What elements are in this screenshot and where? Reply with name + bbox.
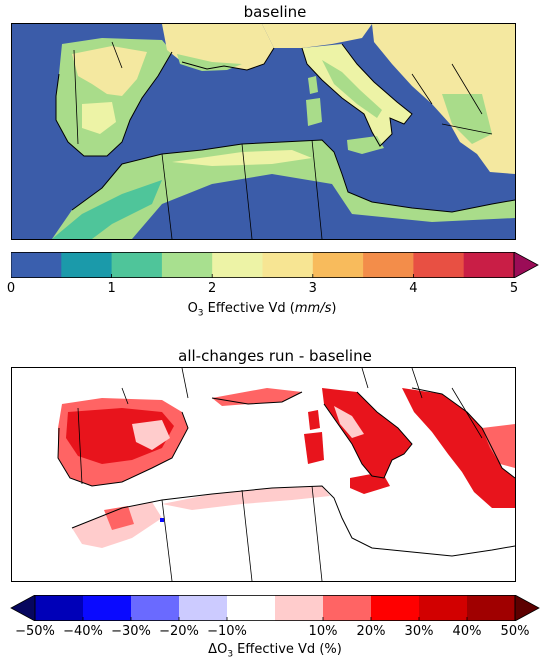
north-africa-desert xyxy=(132,174,515,239)
bottom-colorbar-svg xyxy=(10,595,540,621)
sardinia-land xyxy=(306,98,322,126)
colorbar-segment xyxy=(275,595,324,621)
atlas-highland xyxy=(172,150,312,166)
alps-land xyxy=(262,24,372,48)
colorbar-segment xyxy=(467,595,516,621)
algeria-change xyxy=(162,486,330,510)
colorbar-tick-label: 10% xyxy=(308,624,338,639)
colorbar-tick-label: 30% xyxy=(404,624,434,639)
top-map-title: baseline xyxy=(243,3,307,21)
colorbar-segment xyxy=(161,252,213,278)
colorbar-segment xyxy=(212,252,263,278)
colorbar-border xyxy=(11,252,515,278)
colorbar-tick-label: −40% xyxy=(63,624,103,639)
corsica-change xyxy=(308,410,320,430)
colorbar-segment xyxy=(413,252,465,278)
colorbar-segment xyxy=(419,595,468,621)
iberia-highland xyxy=(72,46,147,96)
colorbar-tick-label: 0 xyxy=(6,281,16,296)
colorbar-segment xyxy=(131,595,180,621)
colorbar-segment xyxy=(323,595,372,621)
colorbar-border xyxy=(34,595,516,621)
coastlines xyxy=(55,43,515,213)
iberia-highland-south xyxy=(82,102,116,134)
sardinia-change xyxy=(304,432,324,464)
colorbar-segment xyxy=(111,252,163,278)
colorbar-segment xyxy=(11,252,62,278)
colorbar-tick-label: 50% xyxy=(500,624,530,639)
colorbar-extend-max xyxy=(514,595,540,621)
aegean-change xyxy=(482,424,515,468)
iberia-change-light xyxy=(132,420,170,450)
top-colorbar xyxy=(11,252,541,278)
top-map-svg xyxy=(52,24,515,239)
colorbar-tick-label: 4 xyxy=(409,281,418,296)
colorbar-segment xyxy=(35,595,84,621)
blue-dot xyxy=(160,518,164,522)
colorbar-tick-label: 40% xyxy=(452,624,482,639)
coastlines xyxy=(57,387,515,557)
italy-change xyxy=(322,388,412,478)
colorbar-segment xyxy=(61,252,113,278)
colorbar-tick-label: 20% xyxy=(356,624,386,639)
colorbar-tick-label: −20% xyxy=(159,624,199,639)
colorbar-tick-label: 3 xyxy=(308,281,317,296)
colorbar-tick-label: −10% xyxy=(207,624,247,639)
colorbar-tick-label: 1 xyxy=(107,281,116,296)
balkans-change xyxy=(402,388,515,508)
top-map xyxy=(11,23,516,240)
colorbar-extend-min xyxy=(10,595,36,621)
colorbar-segment xyxy=(262,252,314,278)
corsica-land xyxy=(308,76,318,94)
borders xyxy=(73,41,493,239)
top-colorbar-label: O3 Effective Vd (mm/s) xyxy=(187,301,337,319)
borders xyxy=(77,368,483,581)
colorbar-segment xyxy=(227,595,276,621)
top-colorbar-svg xyxy=(11,252,539,278)
colorbar-segment xyxy=(363,252,414,278)
bottom-map xyxy=(11,367,516,582)
colorbar-tick-label: 2 xyxy=(208,281,217,296)
colorbar-tick-label: −30% xyxy=(111,624,151,639)
colorbar-segment xyxy=(179,595,228,621)
italy-change-light xyxy=(334,406,364,438)
colorbar-segment xyxy=(312,252,364,278)
colorbar-tick-label: 5 xyxy=(509,281,519,296)
colorbar-segment xyxy=(83,595,132,621)
colorbar-segment xyxy=(371,595,420,621)
italy-spine xyxy=(322,60,382,118)
bottom-colorbar xyxy=(9,595,543,621)
colorbar-segment xyxy=(463,252,515,278)
bottom-colorbar-label: ΔO3 Effective Vd (%) xyxy=(208,642,342,660)
north-africa-green xyxy=(52,180,162,239)
bottom-map-title: all-changes run - baseline xyxy=(178,347,372,365)
colorbar-extend-max xyxy=(513,252,539,278)
bottom-map-svg xyxy=(57,368,515,581)
sicily-land xyxy=(347,136,384,154)
colorbar-tick-label: −50% xyxy=(15,624,55,639)
